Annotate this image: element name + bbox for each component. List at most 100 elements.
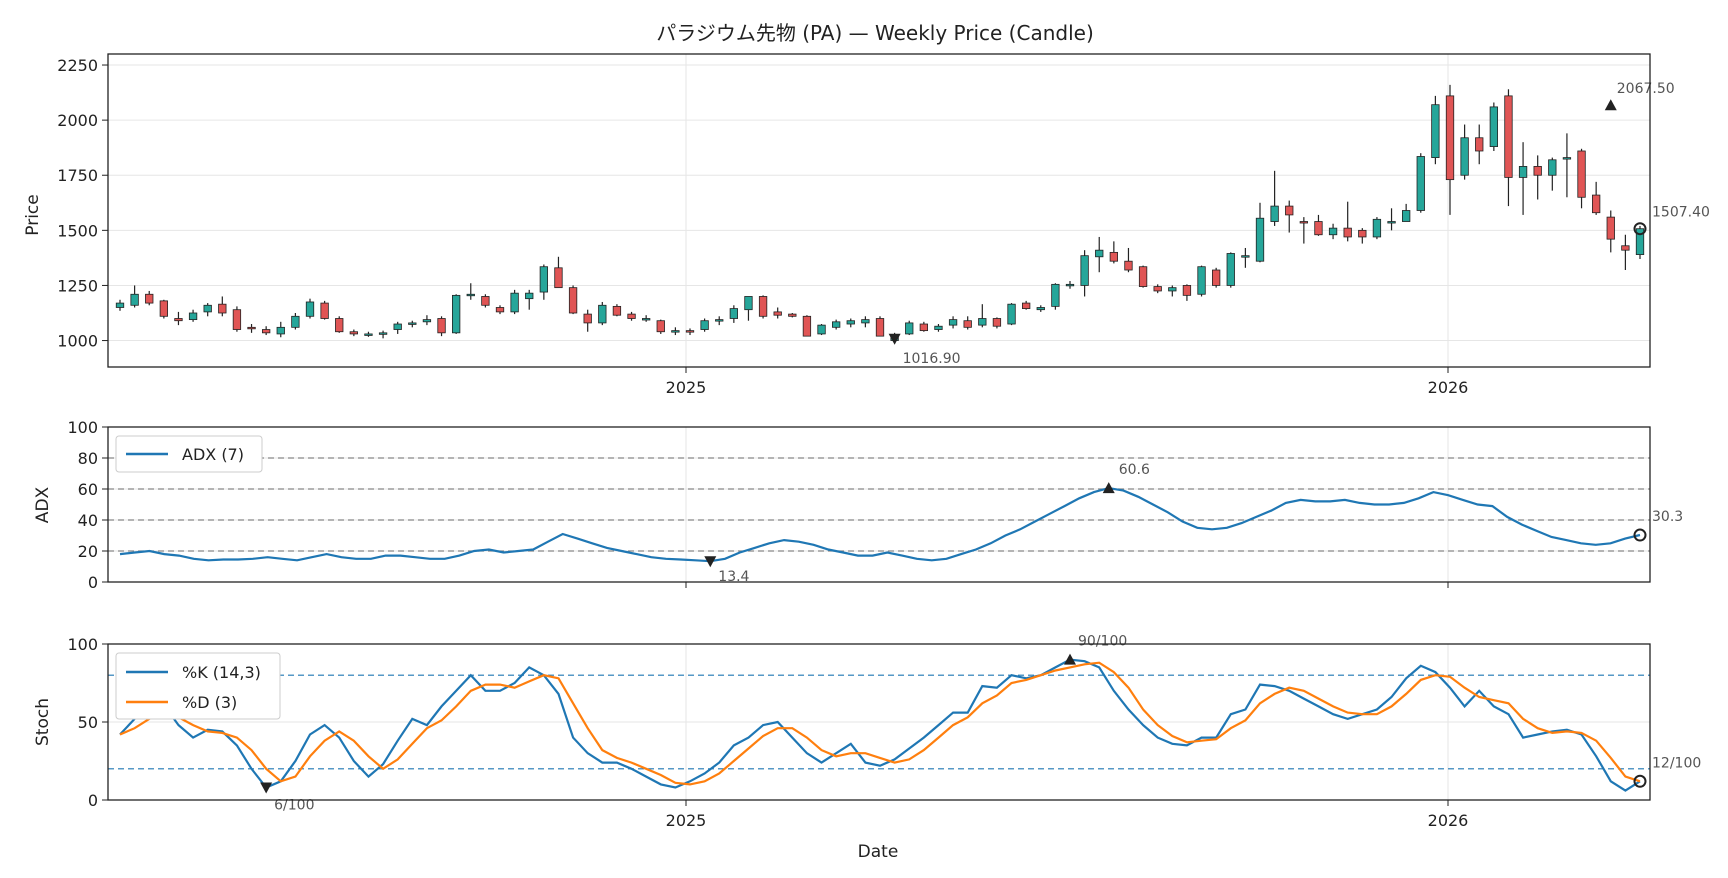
candle-up xyxy=(130,285,139,308)
adx-y-label: ADX xyxy=(33,486,53,523)
candle-body xyxy=(1533,166,1542,176)
candle-body xyxy=(1489,106,1498,147)
price-gridlines xyxy=(108,54,1650,367)
candle-body xyxy=(758,296,768,317)
adx-y-tick-label: 0 xyxy=(88,573,98,592)
candle-body xyxy=(612,305,622,316)
candle-up xyxy=(291,312,300,330)
stoch-annotations: 90/100 6/100 12/100 xyxy=(260,634,1701,814)
price-y-tick-label: 1250 xyxy=(57,276,98,295)
candle-body xyxy=(218,303,227,314)
price-y-tick-label: 2250 xyxy=(57,56,98,75)
price-y-tick-label: 2000 xyxy=(57,111,98,130)
candle-body xyxy=(1255,217,1265,262)
candle-down xyxy=(1153,284,1162,294)
candle-body xyxy=(744,296,753,311)
stoch-d-line xyxy=(119,661,1641,786)
candle-down xyxy=(1138,265,1148,288)
candle-body xyxy=(1285,205,1294,216)
candle-down xyxy=(568,285,578,315)
candle-down xyxy=(1314,214,1323,236)
stoch-legend-d-label: %D (3) xyxy=(182,693,237,712)
candle-up xyxy=(671,327,680,336)
adx-line xyxy=(119,486,1641,563)
candle-down xyxy=(875,316,885,337)
candle-body xyxy=(671,330,680,333)
candle-down xyxy=(481,294,490,308)
candle-body xyxy=(715,319,724,322)
candle-down xyxy=(1022,300,1031,310)
candle-up xyxy=(1431,95,1440,165)
candle-body xyxy=(642,318,651,321)
candle-up xyxy=(1255,202,1265,263)
candle-down xyxy=(320,300,329,320)
candle-body xyxy=(1270,205,1279,222)
adx-y-tick-label: 20 xyxy=(78,542,98,561)
candle-body xyxy=(335,318,344,333)
price-min-label: 1016.90 xyxy=(903,351,961,367)
candle-up xyxy=(1226,252,1235,288)
candle-down xyxy=(554,256,563,289)
candle-body xyxy=(1036,307,1045,311)
candle-up xyxy=(539,264,548,300)
stoch-series xyxy=(119,658,1641,792)
candle-up xyxy=(744,296,753,321)
price-y-label: Price xyxy=(23,194,43,235)
candle-body xyxy=(656,320,665,333)
candle-down xyxy=(1124,247,1133,273)
candle-up xyxy=(861,316,870,328)
price-y-tick-label: 1500 xyxy=(57,221,98,240)
candle-down xyxy=(963,316,972,330)
candle-body xyxy=(700,320,709,330)
candle-body xyxy=(992,318,1002,327)
candle-up xyxy=(1241,247,1250,268)
candle-down xyxy=(1212,267,1221,288)
stoch-reference-lines xyxy=(108,674,1650,770)
candle-body xyxy=(525,292,534,300)
candle-up xyxy=(978,304,987,328)
candle-body xyxy=(1606,216,1615,240)
candle-body xyxy=(1562,157,1572,160)
candle-body xyxy=(452,294,461,334)
candle-body xyxy=(1007,303,1016,325)
candle-body xyxy=(1138,266,1148,287)
candle-body xyxy=(627,313,636,319)
price-x-tick-label: 2025 xyxy=(666,378,707,397)
adx-y-tick-label: 80 xyxy=(78,449,98,468)
candle-down xyxy=(174,311,183,326)
candle-body xyxy=(1241,255,1250,258)
candle-down xyxy=(349,329,358,337)
candle-up xyxy=(364,331,373,337)
candle-body xyxy=(1445,95,1455,181)
candle-body xyxy=(905,322,914,335)
candle-body xyxy=(846,320,855,325)
candle-up xyxy=(1518,142,1528,215)
adx-annotations: 60.6 13.4 30.3 xyxy=(704,462,1683,585)
candle-down xyxy=(437,316,446,337)
candle-body xyxy=(115,302,125,308)
candle-body xyxy=(466,293,475,297)
candle-body xyxy=(802,315,812,337)
adx-last-label: 30.3 xyxy=(1652,509,1683,525)
candle-up xyxy=(817,324,826,336)
candle-body xyxy=(1372,218,1382,238)
candle-down xyxy=(262,326,271,336)
candle-down xyxy=(145,290,154,306)
candle-up xyxy=(948,316,958,329)
candle-down xyxy=(159,299,168,319)
candle-down xyxy=(919,321,928,332)
candle-body xyxy=(539,266,548,293)
candle-body xyxy=(919,323,928,332)
candle-down xyxy=(802,315,812,337)
candle-body xyxy=(568,287,578,314)
adx-max-marker xyxy=(1102,482,1115,494)
candle-body xyxy=(1402,210,1411,222)
candle-down xyxy=(1358,228,1367,244)
candle-up xyxy=(1387,208,1396,231)
candle-body xyxy=(1431,104,1440,158)
candle-up xyxy=(1168,285,1177,297)
candle-body xyxy=(978,318,987,326)
price-y-tick-label: 1000 xyxy=(57,332,98,351)
price-min-marker xyxy=(888,333,901,345)
candle-body xyxy=(408,322,417,325)
